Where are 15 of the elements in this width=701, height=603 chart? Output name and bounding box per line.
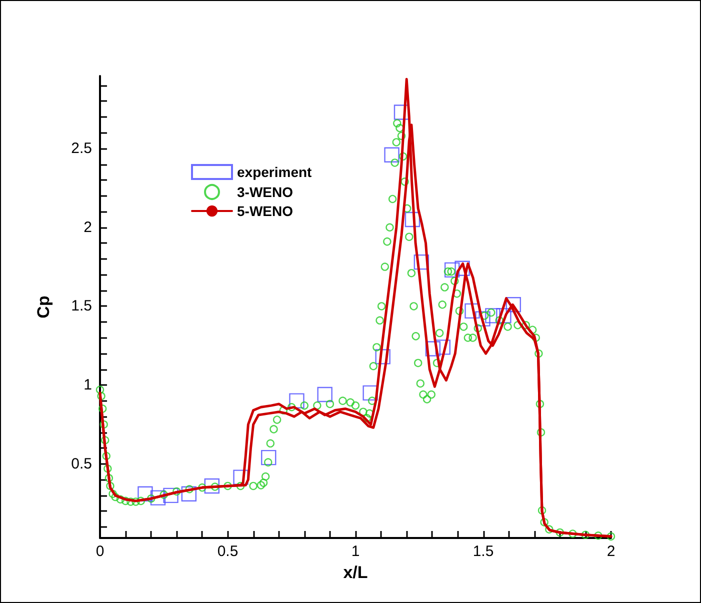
y-tick-label: 1.5 xyxy=(71,298,92,315)
legend-label: experiment xyxy=(237,164,312,180)
y-tick-label: 1 xyxy=(84,376,92,394)
x-tick-label: 0.5 xyxy=(217,543,238,560)
y-tick-label: 2 xyxy=(84,218,92,236)
x-tick-label: 0 xyxy=(96,543,104,560)
x-tick-label: 1.5 xyxy=(472,543,494,560)
y-axis-title: Cp xyxy=(34,296,53,318)
legend-label: 5-WENO xyxy=(237,203,294,219)
x-axis-title: x/L xyxy=(343,562,368,582)
x-tick-label: 2 xyxy=(606,543,616,560)
legend-label: 3-WENO xyxy=(237,184,294,200)
x-tick-label: 1 xyxy=(351,543,360,560)
y-tick-label: 2.5 xyxy=(71,140,92,158)
y-tick-label: 0.5 xyxy=(71,455,92,472)
